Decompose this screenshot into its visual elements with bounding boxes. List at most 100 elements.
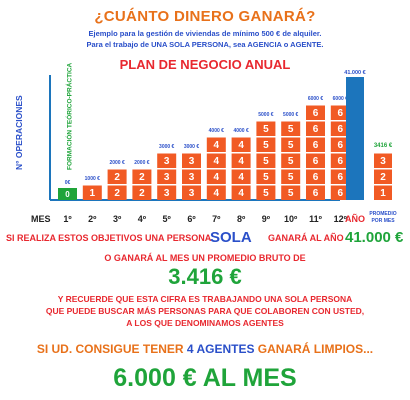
bar-cell-label: 3 (164, 156, 170, 167)
bar-segment (231, 169, 251, 184)
bar-segment (256, 137, 276, 152)
monthly-average-value: 3.416 € (168, 264, 242, 289)
bar-cell-label: 6 (313, 172, 319, 183)
bar-cell-label: 3 (164, 172, 170, 183)
bar-segment (306, 121, 325, 136)
sola-word: SOLA (210, 229, 252, 246)
bar-segment (306, 153, 325, 168)
bar-cell-label: 2 (114, 188, 120, 199)
bar-cell-label: 4 (214, 188, 220, 199)
bar-segment (306, 185, 325, 200)
bar-amount-label: 1000 € (85, 176, 101, 182)
bar-segment (132, 169, 152, 184)
bar-cell-label: 5 (288, 124, 294, 135)
bar-segment (107, 169, 127, 184)
bar-cell-label: 5 (263, 140, 269, 151)
bar-segment (281, 169, 301, 184)
bar-segment (330, 153, 350, 168)
bar-segment (256, 153, 276, 168)
bar-segment (157, 185, 177, 200)
bar-cell-label: 5 (263, 172, 269, 183)
month-tick-label: 11º (309, 214, 323, 224)
subtitle-rent-example: Ejemplo para la gestión de viviendas de … (88, 29, 322, 38)
bar-cell-label: 4 (214, 140, 220, 151)
bar-cell-label: 4 (238, 156, 244, 167)
bar-segment (330, 185, 350, 200)
average-cell-label: 3 (380, 156, 386, 167)
bar-segment (306, 105, 325, 120)
bar-segment (231, 185, 251, 200)
average-tick-label-1: PROMEDIO (369, 211, 396, 217)
annual-value-label: 41.000 € (344, 70, 365, 76)
bar-segment (206, 137, 226, 152)
bar-cell-label: 5 (288, 156, 294, 167)
bar-cell-label: 2 (114, 172, 120, 183)
bar-cell-label: 6 (338, 140, 344, 151)
bar-cell-label: 5 (263, 188, 269, 199)
bar-amount-label: 4000 € (209, 128, 225, 134)
business-plan-chart: N° OPERACIONES MES 0 FORMACIÓN TEÓRICO-PRÁC… (14, 62, 397, 224)
agents-before-text: SI UD. CONSIGUE TENER (36, 342, 184, 356)
final-monthly-earnings: 6.000 € AL MES (113, 364, 297, 392)
bar-cell-label: 4 (238, 188, 244, 199)
agents-after-text: GANARÁ LIMPIOS... (257, 342, 374, 356)
bar-cell-label: 6 (313, 156, 319, 167)
bar-segment (182, 153, 201, 168)
average-segment (374, 185, 392, 200)
bar-segment (281, 185, 301, 200)
bar-amount-label: 6000 € (308, 96, 324, 102)
bar-segment (330, 121, 350, 136)
bar-cell-label: 6 (313, 124, 319, 135)
bar-cell-label: 3 (164, 188, 170, 199)
monthly-average-text: O GANARÁ AL MES UN PROMEDIO BRUTO DE (104, 253, 306, 263)
bar-amount-label: 4000 € (233, 128, 249, 134)
bar-segment (182, 185, 201, 200)
x-axis-label: MES (31, 214, 51, 224)
annual-tick-label: AÑO (345, 214, 365, 224)
month-tick-label: 3º (113, 214, 122, 224)
bar-segment (231, 137, 251, 152)
bar-cell-label: 5 (288, 172, 294, 183)
bar-amount-label: 3000 € (184, 144, 200, 150)
bar-cell-label: 5 (263, 156, 269, 167)
objectives-text: SI REALIZA ESTOS OBJETIVOS UNA PERSONA (6, 233, 212, 243)
training-annotation: FORMACIÓN TEÓRICO-PRÁCTICA (65, 62, 74, 170)
bar-segment (306, 137, 325, 152)
bar-segment (206, 169, 226, 184)
bar-cell-label: 6 (338, 124, 344, 135)
annual-earnings-value: 41.000 € (345, 229, 404, 246)
month-tick-label: 4º (138, 214, 147, 224)
bar-segment (132, 185, 152, 200)
month-tick-label: 8º (237, 214, 246, 224)
bar-segment (182, 169, 201, 184)
bar-cell-label: 2 (139, 172, 145, 183)
reminder-line-3: A LOS QUE DENOMINAMOS AGENTES (126, 318, 284, 328)
reminder-line-1: Y RECUERDE QUE ESTA CIFRA ES TRABAJANDO … (57, 294, 353, 304)
bar-cell-label: 6 (338, 108, 344, 119)
agents-count: 4 AGENTES (186, 342, 255, 356)
bar-cell-label: 3 (189, 156, 195, 167)
bar-amount-label: 2000 € (109, 160, 125, 166)
bar-segment (281, 153, 301, 168)
y-axis-label: N° OPERACIONES (14, 95, 24, 170)
bar-cell-label: 3 (189, 188, 195, 199)
bar-amount-label: 5000 € (283, 112, 299, 118)
bar-cell-label: 4 (214, 172, 220, 183)
month-tick-label: 6º (187, 214, 196, 224)
month-tick-label: 2º (88, 214, 97, 224)
average-segment (374, 169, 392, 184)
bar-cell-label: 2 (139, 188, 145, 199)
bar-cell-label: 5 (288, 140, 294, 151)
bar-segment (330, 105, 350, 120)
bar-segment (157, 169, 177, 184)
bar-cell-label: 3 (189, 172, 195, 183)
bar-cell-label: 6 (338, 172, 344, 183)
annual-earnings-text: GANARÁ AL AÑO (268, 233, 344, 243)
bar-segment (256, 169, 276, 184)
bar-segment (107, 185, 127, 200)
bar-segment (231, 153, 251, 168)
reminder-line-2: QUE PUEDE BUSCAR MÁS PERSONAS PARA QUE C… (45, 306, 365, 316)
average-cell-label: 1 (380, 188, 386, 199)
bar-segment (281, 121, 301, 136)
month-tick-label: 7º (212, 214, 221, 224)
